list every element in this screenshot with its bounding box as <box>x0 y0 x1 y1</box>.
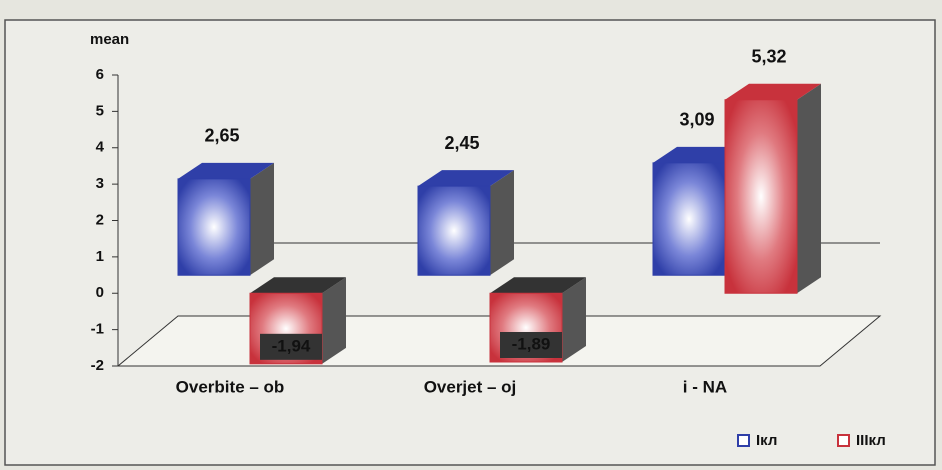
y-tick-label: 4 <box>96 139 105 156</box>
bar-front <box>417 185 491 276</box>
bar-top <box>725 83 821 100</box>
bar-front <box>652 162 726 276</box>
legend-label: Iкл <box>756 432 777 449</box>
x-tick-label: Overjet – oj <box>424 377 517 396</box>
y-tick-label: -2 <box>91 357 104 374</box>
y-tick-label: 3 <box>96 175 104 192</box>
legend-swatch <box>737 434 750 447</box>
y-axis-label: mean <box>90 31 129 48</box>
data-label: 3,09 <box>679 110 714 130</box>
legend-label: IIIкл <box>856 432 886 449</box>
x-tick-label: i - NA <box>683 377 727 396</box>
bar-top <box>418 170 514 187</box>
data-label: -1,94 <box>272 336 311 355</box>
bar-top <box>250 277 346 294</box>
bar-side <box>322 277 346 364</box>
data-label: 2,45 <box>444 133 479 153</box>
bar-front <box>724 99 798 294</box>
y-tick-label: 1 <box>96 248 104 265</box>
data-label-box <box>260 333 322 360</box>
x-tick-label: Overbite – ob <box>176 377 285 396</box>
legend-swatch <box>837 434 850 447</box>
bar <box>417 170 514 276</box>
data-label: 2,65 <box>204 126 239 146</box>
bar-top <box>490 277 586 294</box>
bar-side <box>797 83 821 294</box>
bar-side <box>562 277 586 362</box>
bar-top <box>178 162 274 179</box>
bar-front <box>177 178 251 276</box>
y-tick-label: 0 <box>96 284 104 301</box>
y-tick-label: 2 <box>96 211 104 228</box>
bar-side <box>490 170 514 276</box>
y-tick-label: 6 <box>96 66 104 83</box>
y-tick-label: 5 <box>96 102 104 119</box>
bar-side <box>250 162 274 276</box>
y-tick-label: -1 <box>91 321 104 338</box>
data-label: -1,89 <box>512 334 551 353</box>
data-label: 5,32 <box>751 46 786 66</box>
bar <box>724 83 821 294</box>
bar <box>177 162 274 276</box>
data-label-box <box>500 331 562 358</box>
